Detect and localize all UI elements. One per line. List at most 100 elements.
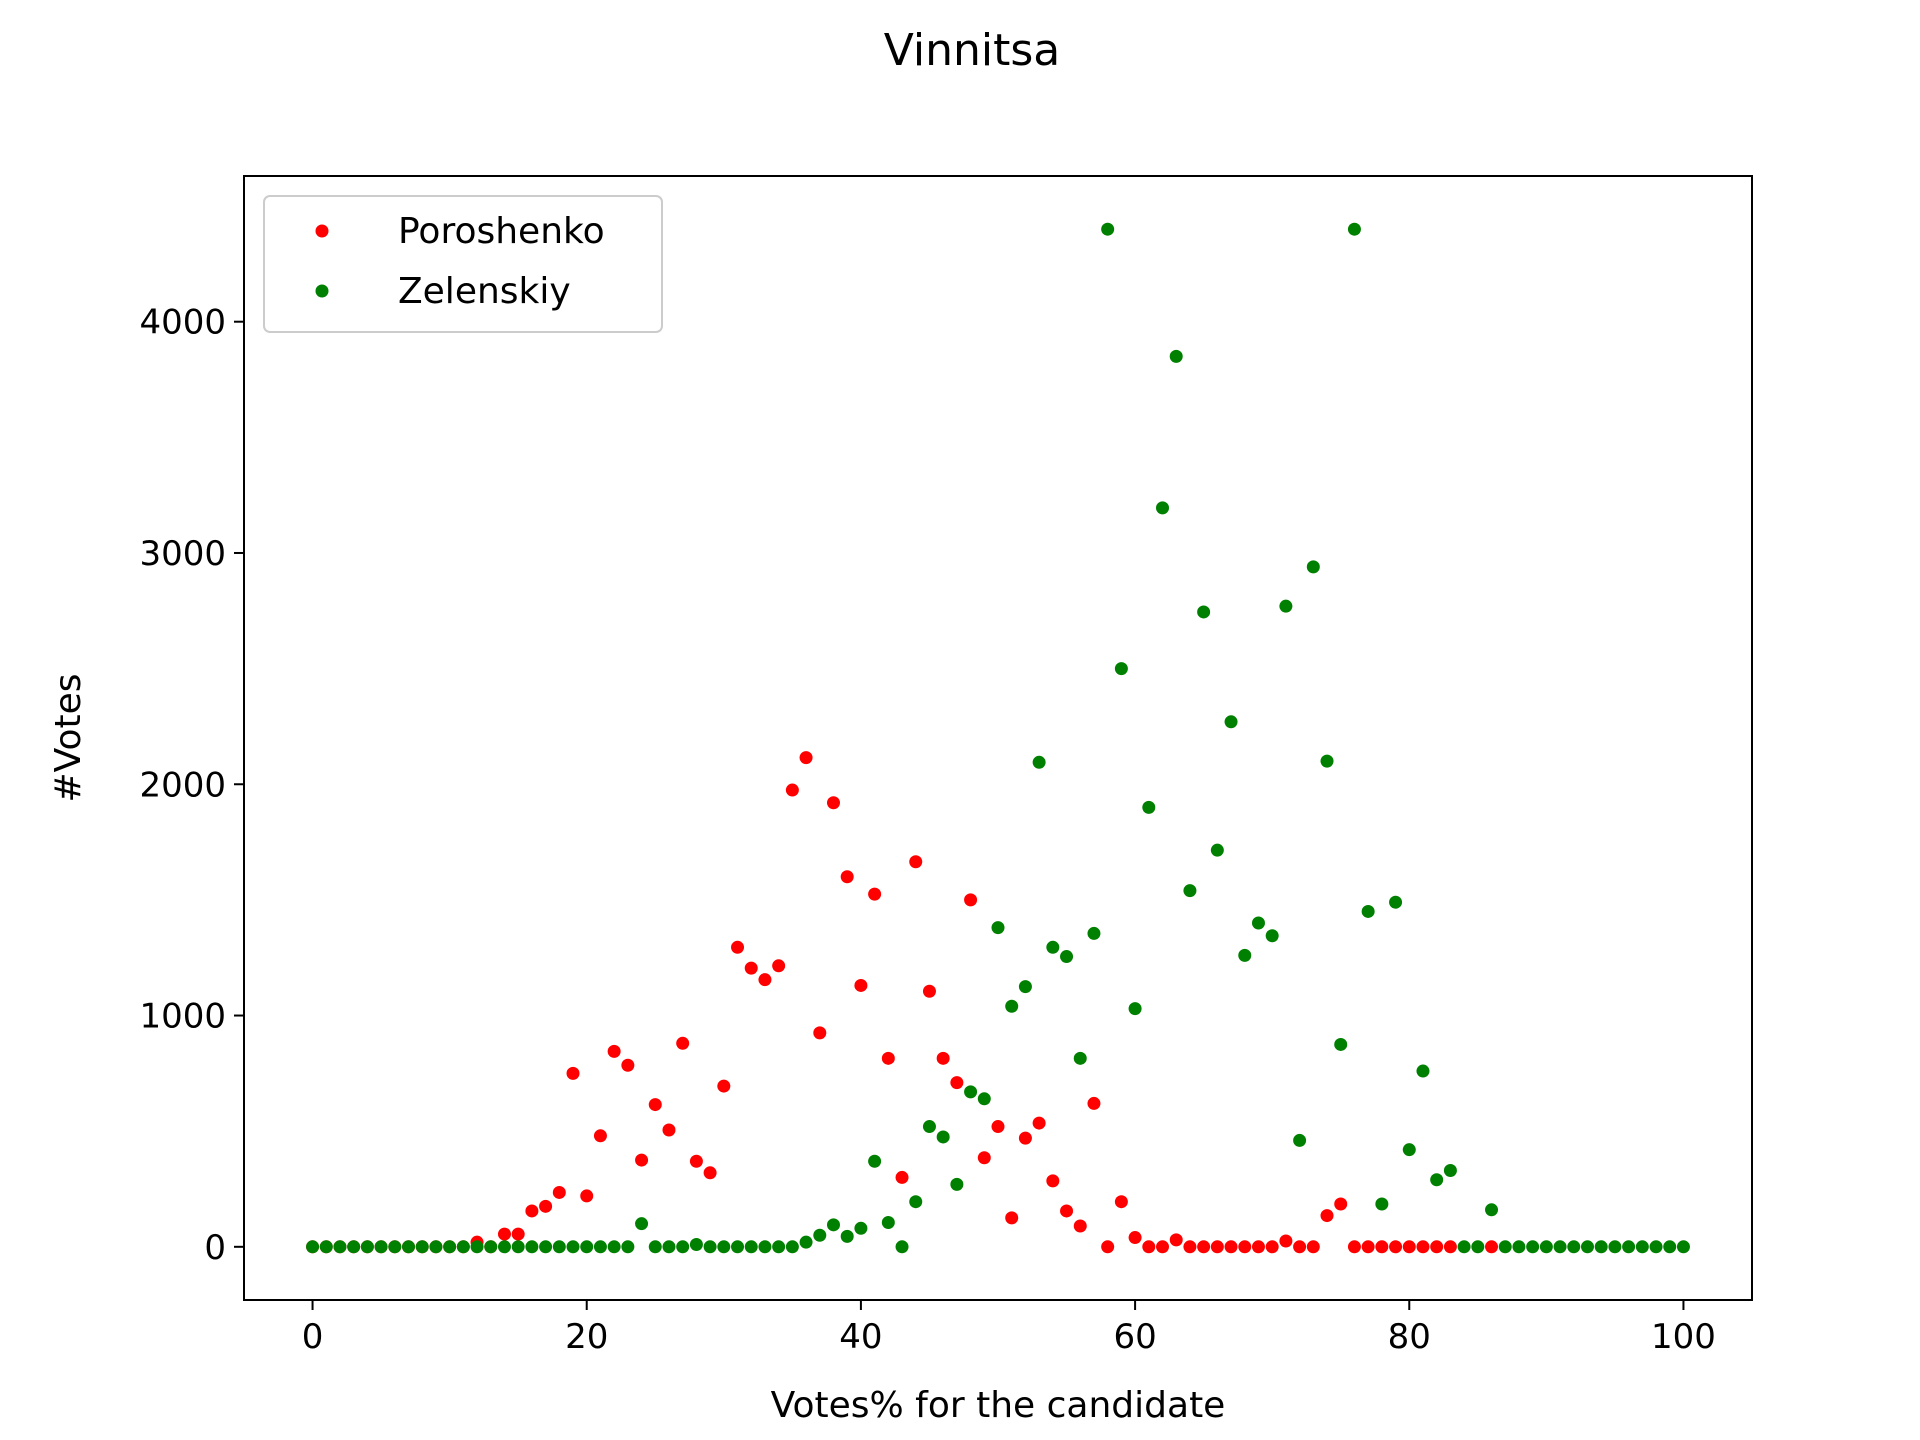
data-point: [443, 1240, 457, 1254]
data-point: [1485, 1203, 1499, 1217]
data-point: [922, 984, 936, 998]
data-point: [1073, 1051, 1087, 1065]
data-point: [1046, 940, 1060, 954]
data-point: [964, 893, 978, 907]
series-zelenskiy: [306, 222, 1690, 1254]
data-point: [497, 1240, 511, 1254]
data-point: [1210, 843, 1224, 857]
data-point: [1169, 349, 1183, 363]
data-point: [1430, 1173, 1444, 1187]
data-point: [1142, 1240, 1156, 1254]
data-point: [854, 978, 868, 992]
data-point: [539, 1199, 553, 1213]
data-point: [909, 1195, 923, 1209]
data-point: [1594, 1240, 1608, 1254]
data-point: [909, 855, 923, 869]
data-point: [1635, 1240, 1649, 1254]
data-point: [360, 1240, 374, 1254]
data-point: [1580, 1240, 1594, 1254]
y-tick-label: 2000: [139, 765, 226, 805]
data-point: [635, 1153, 649, 1167]
data-point: [1416, 1064, 1430, 1078]
data-point: [1114, 662, 1128, 676]
data-point: [1347, 1240, 1361, 1254]
x-tick-label: 40: [839, 1317, 882, 1357]
y-tick-label: 0: [204, 1228, 226, 1268]
data-point: [1334, 1037, 1348, 1051]
data-point: [525, 1204, 539, 1218]
data-point: [1224, 715, 1238, 729]
data-point: [1430, 1240, 1444, 1254]
x-axis-label: Votes% for the candidate: [771, 1385, 1226, 1426]
y-tick-label: 3000: [139, 534, 226, 574]
data-point: [1005, 999, 1019, 1013]
data-point: [1087, 1096, 1101, 1110]
data-point: [306, 1240, 320, 1254]
data-point: [977, 1151, 991, 1165]
data-point: [580, 1240, 594, 1254]
legend-marker: [315, 284, 329, 298]
data-point: [1553, 1240, 1567, 1254]
data-point: [662, 1123, 676, 1137]
data-point: [1128, 1231, 1142, 1245]
data-point: [1649, 1240, 1663, 1254]
data-point: [525, 1240, 539, 1254]
data-point: [1060, 950, 1074, 964]
data-point: [1443, 1163, 1457, 1177]
data-point: [470, 1240, 484, 1254]
data-point: [635, 1217, 649, 1231]
data-point: [1293, 1240, 1307, 1254]
data-point: [1498, 1240, 1512, 1254]
data-point: [484, 1240, 498, 1254]
data-point: [511, 1227, 525, 1241]
data-point: [402, 1240, 416, 1254]
data-point: [785, 783, 799, 797]
data-point: [881, 1051, 895, 1065]
plot-area-frame: [243, 175, 1753, 1301]
data-point: [731, 940, 745, 954]
data-point: [950, 1076, 964, 1090]
legend-label: Poroshenko: [398, 211, 605, 252]
data-point: [1306, 1240, 1320, 1254]
data-point: [1032, 755, 1046, 769]
data-point: [1183, 884, 1197, 898]
legend-marker: [315, 224, 329, 238]
data-point: [1197, 605, 1211, 619]
data-point: [1060, 1204, 1074, 1218]
data-point: [1251, 1240, 1265, 1254]
data-point: [1087, 926, 1101, 940]
data-point: [717, 1079, 731, 1093]
data-point: [1046, 1174, 1060, 1188]
data-point: [964, 1085, 978, 1099]
data-point: [566, 1240, 580, 1254]
data-point: [1306, 560, 1320, 574]
data-point: [1402, 1240, 1416, 1254]
data-point: [826, 1218, 840, 1232]
data-point: [607, 1240, 621, 1254]
data-point: [840, 1229, 854, 1243]
data-points: [306, 222, 1690, 1254]
data-point: [854, 1221, 868, 1235]
x-tick-label: 100: [1651, 1317, 1716, 1357]
data-point: [1361, 1240, 1375, 1254]
x-tick-label: 80: [1388, 1317, 1431, 1357]
data-point: [1279, 599, 1293, 613]
data-point: [593, 1240, 607, 1254]
y-tick-label: 1000: [139, 997, 226, 1037]
data-point: [1210, 1240, 1224, 1254]
data-point: [758, 973, 772, 987]
data-point: [895, 1240, 909, 1254]
data-point: [319, 1240, 333, 1254]
data-point: [1293, 1133, 1307, 1147]
x-tick-label: 60: [1113, 1317, 1156, 1357]
data-point: [1457, 1240, 1471, 1254]
x-tick-label: 20: [565, 1317, 608, 1357]
data-point: [1169, 1233, 1183, 1247]
data-point: [703, 1240, 717, 1254]
data-point: [1251, 916, 1265, 930]
data-point: [1526, 1240, 1540, 1254]
y-tick-label: 4000: [139, 303, 226, 343]
data-point: [922, 1120, 936, 1134]
data-point: [689, 1237, 703, 1251]
data-point: [1334, 1197, 1348, 1211]
